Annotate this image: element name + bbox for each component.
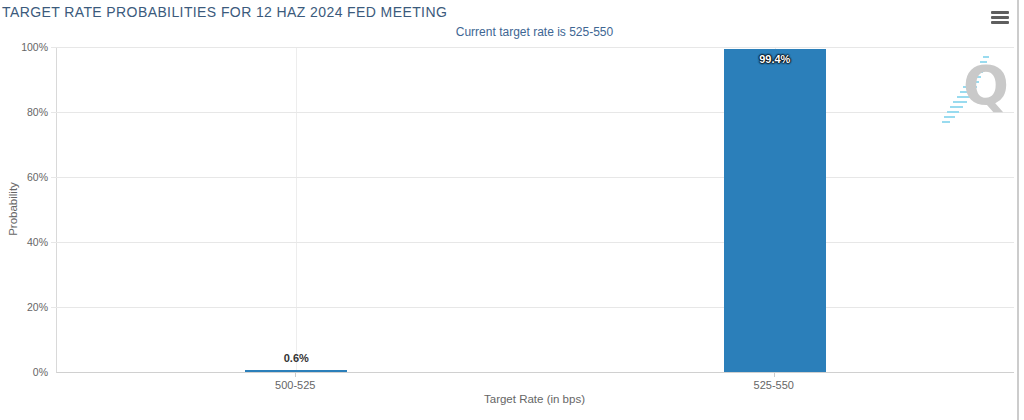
y-gridline	[51, 307, 1014, 308]
y-gridline	[51, 242, 1014, 243]
x-axis-title: Target Rate (in bps)	[56, 393, 1013, 405]
y-gridline	[51, 177, 1014, 178]
x-axis-tick	[774, 373, 775, 377]
y-tick-label: 20%	[27, 301, 48, 313]
x-axis-labels: 500-525 525-550	[56, 372, 1013, 394]
y-tick-label: 40%	[27, 236, 48, 248]
hamburger-menu-icon	[991, 11, 1009, 14]
category-gridline	[296, 47, 297, 372]
y-tick-label: 80%	[27, 106, 48, 118]
chart-context-menu-button[interactable]	[990, 8, 1010, 26]
chart-panel: TARGET RATE PROBABILITIES FOR 12 HAZ 202…	[0, 0, 1019, 420]
y-axis-labels: 0%20%40%60%80%100%	[0, 47, 50, 372]
plot-area: Q 0.6% 99.4%	[56, 47, 1014, 373]
watermark-hatch-icon	[937, 51, 993, 135]
hamburger-menu-icon	[991, 21, 1009, 24]
x-category-label: 525-550	[754, 379, 794, 391]
bar-525-550[interactable]	[724, 49, 826, 372]
y-gridline	[51, 112, 1014, 113]
y-tick-label: 60%	[27, 171, 48, 183]
chart-subtitle: Current target rate is 525-550	[56, 25, 1013, 39]
hamburger-menu-icon	[991, 16, 1009, 19]
x-category-label: 500-525	[275, 379, 315, 391]
watermark-q-letter: Q	[963, 59, 1009, 113]
quikstrike-watermark-logo: Q	[953, 59, 1013, 129]
y-tick-label: 0%	[33, 366, 48, 378]
y-gridline	[51, 47, 1014, 48]
chart-title: TARGET RATE PROBABILITIES FOR 12 HAZ 202…	[2, 4, 447, 20]
x-axis-tick	[295, 373, 296, 377]
bar-value-label: 0.6%	[284, 352, 309, 364]
bar-value-label: 99.4%	[759, 53, 790, 65]
y-tick-label: 100%	[21, 41, 48, 53]
